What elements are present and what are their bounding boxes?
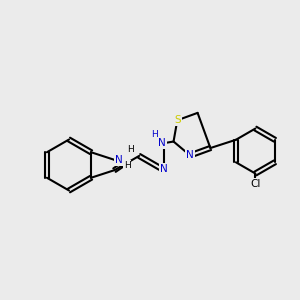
Text: N: N — [186, 150, 194, 161]
Text: H: H — [128, 145, 134, 154]
Text: S: S — [174, 115, 181, 125]
Text: H: H — [124, 161, 130, 170]
Text: H: H — [152, 130, 158, 139]
Text: N: N — [115, 155, 123, 165]
Text: N: N — [160, 164, 168, 174]
Text: N: N — [158, 138, 166, 148]
Text: Cl: Cl — [250, 179, 261, 189]
